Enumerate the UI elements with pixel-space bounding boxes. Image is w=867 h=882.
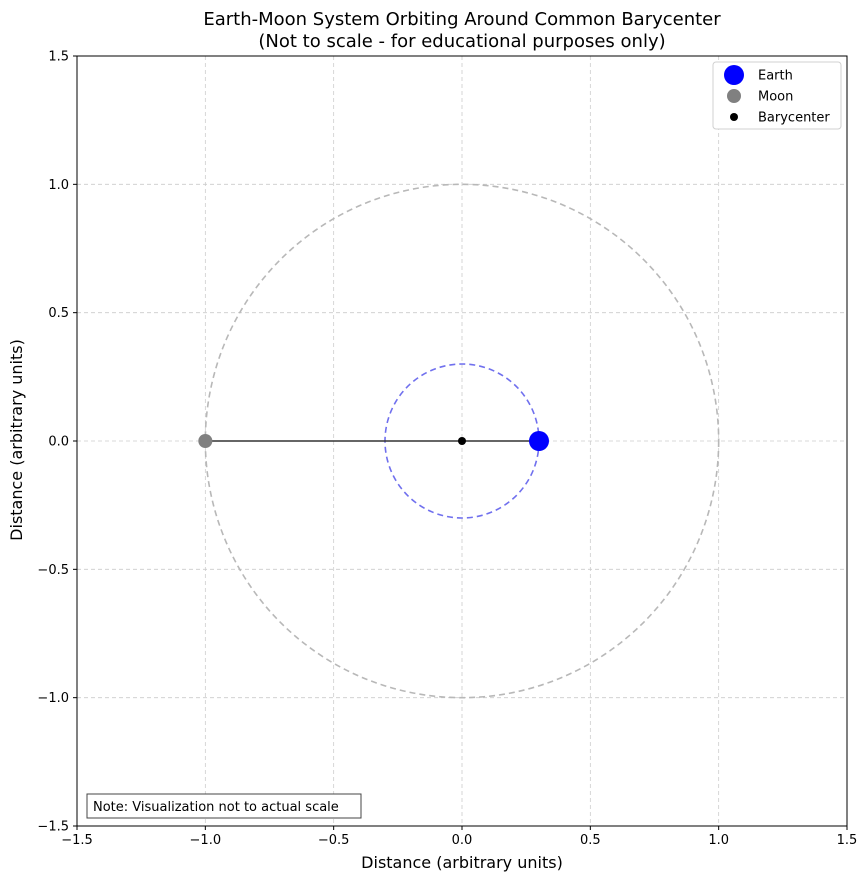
legend-marker-barycenter: [730, 113, 738, 121]
y-tick-label: −1.5: [37, 820, 69, 835]
annotation-box: Note: Visualization not to actual scale: [86, 793, 362, 819]
barycenter-point: [458, 437, 466, 445]
plot-marks: [198, 431, 549, 451]
y-tick-label: 0.0: [48, 435, 69, 450]
legend-label-barycenter: Barycenter: [758, 111, 830, 126]
chart-subtitle: (Not to scale - for educational purposes…: [258, 31, 665, 52]
legend-frame: [712, 61, 842, 130]
legend-marker-earth: [724, 65, 744, 85]
x-tick-label: −1.0: [190, 833, 222, 848]
y-axis-label: Distance (arbitrary units): [7, 339, 26, 541]
x-tick-label: −0.5: [318, 833, 350, 848]
x-tick-label: 0.0: [452, 833, 473, 848]
y-tick-label: −0.5: [37, 563, 69, 578]
x-tick-label: 1.0: [708, 833, 729, 848]
chart-title: Earth-Moon System Orbiting Around Common…: [203, 9, 721, 30]
y-tick-label: 0.5: [48, 306, 69, 321]
x-tick-label: −1.5: [61, 833, 93, 848]
annotation-text: Note: Visualization not to actual scale: [93, 800, 339, 815]
earth-point: [529, 431, 549, 451]
y-tick-label: −1.0: [37, 691, 69, 706]
annotation-frame: [86, 793, 362, 819]
x-axis-label: Distance (arbitrary units): [361, 853, 563, 872]
legend-label-moon: Moon: [758, 90, 793, 105]
ticks: −1.5 −1.0 −0.5 0.0 0.5 1.0 1.5 −1.5 −1.0 −0.5 0.0 0…: [37, 50, 857, 849]
legend-label-earth: Earth: [758, 69, 793, 84]
legend: Earth Moon Barycenter: [712, 61, 842, 130]
legend-marker-moon: [727, 89, 741, 103]
y-tick-label: 1.0: [48, 178, 69, 193]
x-tick-label: 0.5: [580, 833, 601, 848]
y-tick-label: 1.5: [48, 50, 69, 65]
moon-point: [198, 434, 213, 448]
x-tick-label: 1.5: [837, 833, 858, 848]
moon-orbit: [204, 183, 720, 699]
